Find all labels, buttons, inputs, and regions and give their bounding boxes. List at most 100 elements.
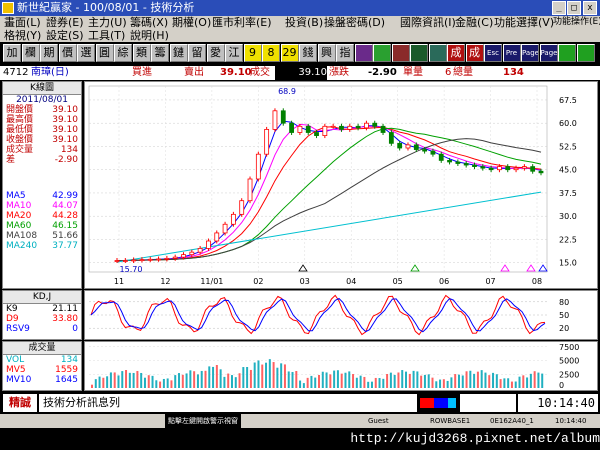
d9-line [90,297,546,333]
volume-bar [189,370,192,388]
volume-chart[interactable]: 2500 5000 7500 0 [84,341,598,391]
toolbar-button-4[interactable]: 選 [77,44,95,62]
menu-invest[interactable]: 投資(B) [285,16,324,29]
toolbar-button-24[interactable]: 成 [447,44,465,62]
kd-panel-title: KD,J [3,291,81,304]
toolbar-button-6[interactable]: 綜 [114,44,132,62]
toolbar-button-11[interactable]: 愛 [206,44,225,62]
menu-fx-rates[interactable]: 匯市利率(E) [212,16,272,29]
toolbar-button-21[interactable] [391,44,410,62]
toolbar-button-23[interactable] [428,44,447,62]
kline-xtick-label: 06 [439,277,449,286]
toolbar-button-10[interactable]: 留 [188,44,206,62]
toolbar-button-13[interactable]: 9 [243,44,262,62]
volume-bar [162,378,165,388]
toolbar-button-8[interactable]: 籌 [151,44,169,62]
toolbar-button-18[interactable]: 指 [336,44,354,62]
candle-body [147,258,153,261]
ma-line-ma60 [117,127,542,261]
toolbar-button-17[interactable]: 興 [317,44,336,62]
volume-bar [529,373,532,388]
menu-securities[interactable]: 證券(E) [46,16,84,29]
toolbar-button-29[interactable]: Page [539,44,558,62]
menu-view[interactable]: 格視(Y) [4,29,42,42]
open-price-row: 開盤價 39.10 [6,105,78,115]
toolbar-button-7[interactable]: 類 [132,44,151,62]
toolbar-button-30[interactable] [558,44,576,62]
toolbar-button-5[interactable]: 圓 [95,44,114,62]
volume-bar [446,380,449,388]
toolbar-button-3[interactable]: 價 [58,44,77,62]
toolbar-button-15[interactable]: 29 [280,44,299,62]
maximize-button[interactable]: □ [567,1,581,15]
minimize-button[interactable]: _ [552,1,566,15]
menu-finance[interactable]: 金融(C) [455,16,494,29]
candle-body [139,259,145,262]
k9-line [90,294,546,336]
volume-bar [427,374,430,388]
toolbar-button-31[interactable] [576,44,595,62]
menu-screen[interactable]: 畫面(L) [4,16,41,29]
volume-bar [166,378,169,388]
volume-bar [408,373,411,388]
volume-bar [280,363,283,388]
candle-body [413,144,419,150]
toolbar-button-25[interactable]: 成 [465,44,484,62]
toolbar-button-12[interactable]: 江 [225,44,243,62]
volume-bar [246,366,249,388]
volume-bar [473,373,476,388]
candle-body [538,170,544,174]
volume-bar [378,378,381,388]
volume-bar [370,381,373,388]
volume-bar [318,375,320,388]
toolbar-button-1[interactable]: 欄 [21,44,40,62]
candle-body [530,166,536,172]
close-button[interactable]: x [583,1,597,15]
toolbar-button-19[interactable] [354,44,373,62]
menu-trade-code[interactable]: 操盤密碼(D) [324,16,386,29]
volume-bar [450,377,453,388]
candle-body [397,142,403,149]
toolbar-button-9[interactable]: 鏈 [169,44,188,62]
volume-bar [200,370,203,388]
candle-body [289,122,294,133]
kline-signal-marker [500,264,510,272]
menu-settings[interactable]: 設定(S) [46,29,84,42]
volume-bar [113,372,116,388]
toolbar-button-28[interactable]: Page [521,44,539,62]
toolbar-button-2[interactable]: 期 [40,44,58,62]
menu-function-select[interactable]: 功能選擇(V) [494,16,555,29]
kd-chart[interactable]: 20 50 80 [84,290,598,340]
toolbar-button-26[interactable]: Esc [484,44,502,62]
menu-help[interactable]: 說明(H) [130,29,169,42]
toolbar-button-0[interactable]: 加 [3,44,21,62]
menu-chips[interactable]: 籌碼(X) [130,16,169,29]
candle-body [214,232,220,242]
kline-xtick-label: 11 [114,277,124,286]
toolbar-button-16[interactable]: 錢 [299,44,317,62]
candle-body [122,260,128,262]
menu-tools[interactable]: 工具(T) [88,29,126,42]
volume-bar [405,371,408,388]
volume-bar [109,372,112,388]
candle-body [206,240,211,249]
candle-body [230,213,236,225]
status-bar: 精誠 技術分析訊息列 10:14:40 [0,392,600,414]
toolbar-button-20[interactable] [373,44,391,62]
system-bar: 點擊左鍵開啟警示視窗 Guest ROWBASE1 0E162A40_1 10:… [0,414,600,428]
toolbar-button-27[interactable]: Pre [502,44,521,62]
ma108-row: MA108 51.66 [6,231,78,241]
volume-bar [257,360,260,388]
alert-hint[interactable]: 點擊左鍵開啟警示視窗 [165,414,241,428]
volume-bar [253,362,256,388]
toolbar-button-22[interactable] [410,44,428,62]
volume-bar [219,369,222,388]
menu-main-force[interactable]: 主力(U) [88,16,127,29]
volume-bar [495,374,498,388]
kline-chart[interactable]: 15.0 22.5 30.0 37.5 45.0 52.5 60.0 67.5 11 12 11/0… [84,81,598,289]
stock-name[interactable]: 南璋(日) [31,67,69,78]
menu-options[interactable]: 期權(O) [172,16,212,29]
toolbar-button-14[interactable]: 8 [262,44,280,62]
menu-intl-info[interactable]: 國際資訊(I) [400,16,456,29]
menu-function-ops[interactable]: 功能操作(E) [553,17,600,27]
